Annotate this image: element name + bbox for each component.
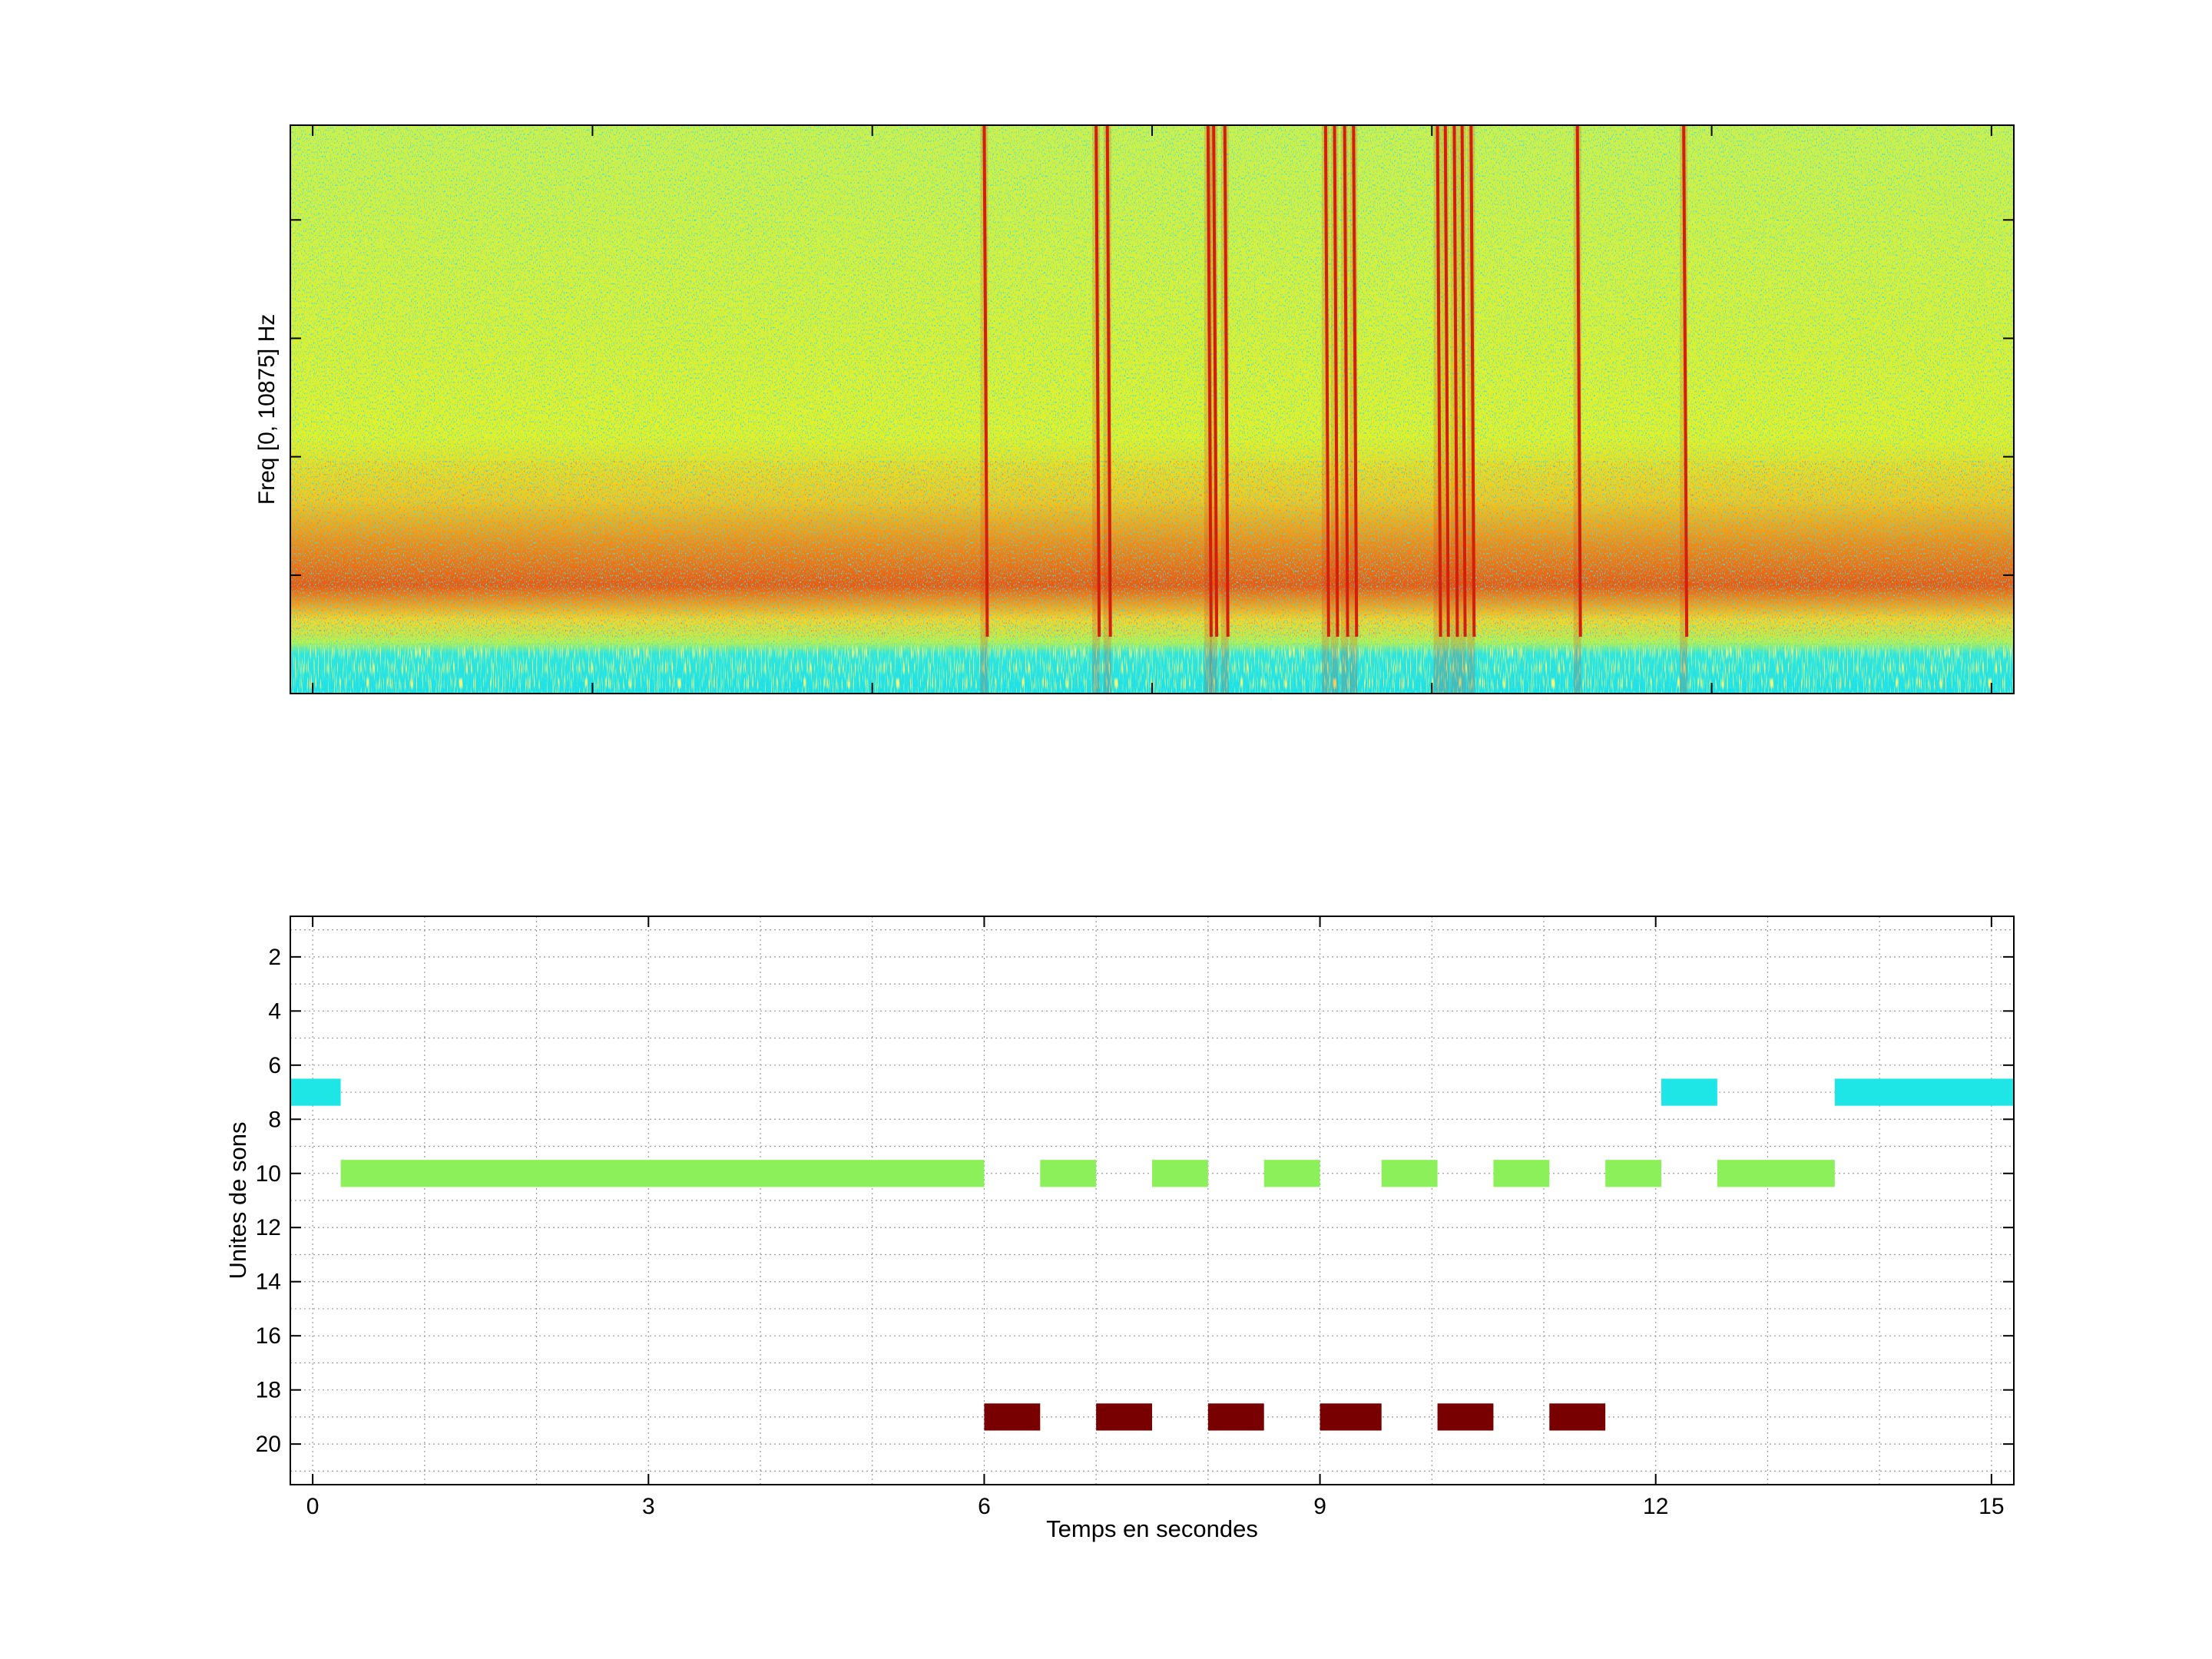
segments-bars [290,1078,2014,1431]
spectrogram-onset-glow [1349,125,1358,694]
spectrogram-onset-line [1094,125,1101,637]
segment-bar-unit-19 [1549,1403,1606,1431]
segment-bar-unit-19 [1437,1403,1494,1431]
spectrogram-onset-line [1223,125,1230,637]
spectrogram-onset-line [1460,125,1467,637]
segment-bar-unit-10 [1263,1160,1320,1187]
spectrogram-onset-line [1333,125,1339,637]
segments-ytick-label: 2 [268,945,281,970]
segment-bar-unit-19 [1207,1403,1264,1431]
segment-bar-unit-10 [1152,1160,1208,1187]
spectrogram-onset-glow [1103,125,1111,694]
segments-ytick-label: 18 [256,1378,281,1403]
segment-bar-unit-10 [1381,1160,1438,1187]
spectrogram-onset-line [1469,125,1476,637]
spectrogram-onset-glow [1573,125,1581,694]
spectrogram-onset-line [1105,125,1112,637]
segments-ticks: 0 3 6 9 12 15 2 4 6 8 10 12 14 16 18 20 [256,916,2014,1519]
spectrogram-onset-line [1682,125,1689,637]
spectrogram-noise-red [290,461,2014,637]
spectrogram-panel: Freq [0, 10875] Hz [254,124,2015,694]
segment-bar-unit-10 [1493,1160,1550,1187]
spectrogram-onset-glow [1441,125,1449,694]
spectrogram-onset-glow [980,125,988,694]
segments-xtick-label: 0 [306,1494,320,1519]
segment-bar-unit-10 [340,1160,985,1187]
spectrogram-onset-line [1443,125,1450,637]
segments-xtick-label: 9 [1313,1494,1326,1519]
segments-ylabel: Unites de sons [224,1121,251,1279]
spectrogram-onset-line [1435,125,1442,637]
spectrogram-ticks [290,125,2014,694]
spectrogram-onset-glow [1092,125,1101,694]
spectrogram-onset-glow [1220,125,1229,694]
segments-ytick-label: 6 [268,1053,281,1078]
spectrogram-onset-glow [1450,125,1459,694]
spectrogram-onset-glow [1433,125,1442,694]
segments-ytick-label: 14 [256,1270,281,1295]
segment-bar-unit-19 [1320,1403,1382,1431]
spectrogram-onset-glow [1210,125,1218,694]
segments-frame [290,916,2015,1485]
spectrogram-onset-line [1575,125,1582,637]
segment-bar-unit-7 [290,1078,341,1106]
spectrogram-onset-glow [1204,125,1212,694]
spectrogram-onset-line [982,125,989,637]
spectrogram-onset-line [1212,125,1219,637]
segments-panel: 0 3 6 9 12 15 2 4 6 8 10 12 14 16 18 20 Temps en second… [224,916,2015,1542]
segments-xtick-label: 15 [1979,1494,2004,1519]
segments-ytick-label: 16 [256,1323,281,1349]
segments-ytick-label: 12 [256,1215,281,1240]
spectrogram-onset-glow [1458,125,1466,694]
segments-xlabel: Temps en secondes [1046,1515,1258,1542]
segments-xtick-label: 12 [1643,1494,1668,1519]
segments-xtick-label: 6 [978,1494,991,1519]
segments-ytick-label: 8 [268,1107,281,1132]
segments-ytick-label: 4 [268,998,281,1024]
segment-bar-unit-10 [1605,1160,1661,1187]
spectrogram-onset-line [1452,125,1459,637]
spectrogram-onset-glow [1330,125,1339,694]
segment-bar-unit-19 [1096,1403,1152,1431]
segments-ytick-label: 10 [256,1161,281,1187]
spectrogram-onset-glow [1467,125,1475,694]
spectrogram-onset-line [1352,125,1359,637]
segment-bar-unit-7 [1661,1078,1717,1106]
spectrogram-ylabel: Freq [0, 10875] Hz [254,314,280,505]
segments-xtick-label: 3 [642,1494,655,1519]
spectrogram-onsets [980,125,1689,694]
spectrogram-onset-line [1343,125,1349,637]
spectrogram-onset-glow [1340,125,1349,694]
segment-bar-unit-7 [1834,1078,2014,1106]
spectrogram-onset-line [1323,125,1330,637]
spectrogram-onset-glow [1680,125,1688,694]
segment-bar-unit-10 [1040,1160,1097,1187]
segment-bar-unit-19 [984,1403,1041,1431]
segments-ytick-label: 20 [256,1432,281,1457]
segment-bar-unit-10 [1717,1160,1835,1187]
spectrogram-onset-line [1206,125,1213,637]
spectrogram-onset-glow [1321,125,1330,694]
